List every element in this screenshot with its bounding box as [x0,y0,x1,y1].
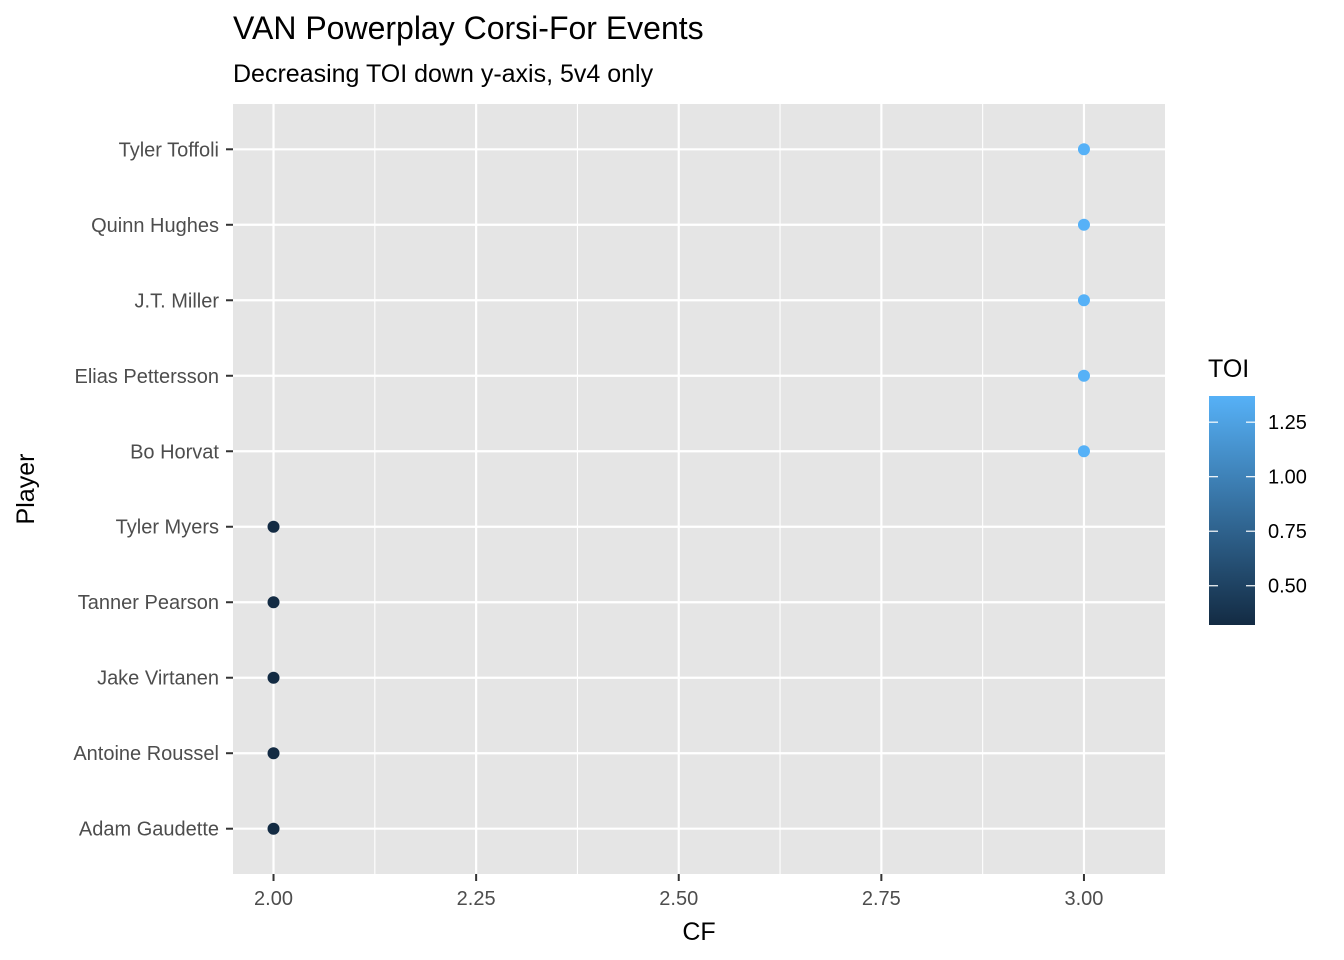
legend-ticks: 0.50 0.75 1.00 1.25 [1209,412,1307,598]
legend-tick-label: 0.50 [1268,576,1307,598]
data-point [267,596,280,609]
y-tick-label: Antoine Roussel [73,743,219,765]
x-tick-label: 2.50 [659,888,698,910]
x-axis-title: CF [682,918,715,946]
data-point [267,520,280,533]
y-tick-label: Tyler Toffoli [119,139,219,161]
chart-title: VAN Powerplay Corsi-For Events [233,10,704,46]
data-point [267,822,280,835]
y-tick-label: Tanner Pearson [78,592,219,614]
data-point [267,671,280,684]
legend-tick-label: 1.00 [1268,467,1307,489]
data-point [1077,143,1090,156]
data-point [267,747,280,760]
grid-lines [233,104,1165,874]
plot-panel [233,104,1165,874]
y-tick-label: Jake Virtanen [97,668,219,690]
data-point [1077,369,1090,382]
x-tick-label: 3.00 [1064,888,1103,910]
y-tick-label: Elias Pettersson [74,366,219,388]
data-points [267,143,1090,835]
legend-tick-label: 1.25 [1268,412,1307,434]
legend-tick-label: 0.75 [1268,521,1307,543]
y-tick-label: Quinn Hughes [91,215,219,237]
y-axis-title: Player [12,454,40,525]
x-tick-label: 2.25 [457,888,496,910]
legend-title: TOI [1208,355,1249,383]
chart-subtitle: Decreasing TOI down y-axis, 5v4 only [233,60,654,88]
x-tick-label: 2.75 [862,888,901,910]
data-point [1077,218,1090,231]
y-tick-label: Tyler Myers [116,517,219,539]
y-tick-label: J.T. Miller [135,290,220,312]
y-tick-label: Bo Horvat [130,441,219,463]
data-point [1077,294,1090,307]
axes: 2.00 2.25 2.50 2.75 3.00 Tyler Toffoli Quinn H… [73,139,1103,910]
y-tick-label: Adam Gaudette [79,819,219,841]
legend-colorbar [1209,396,1255,625]
data-point [1077,445,1090,458]
x-tick-label: 2.00 [254,888,293,910]
color-legend: TOI 0.50 0.75 1.00 1.25 [1208,355,1307,625]
